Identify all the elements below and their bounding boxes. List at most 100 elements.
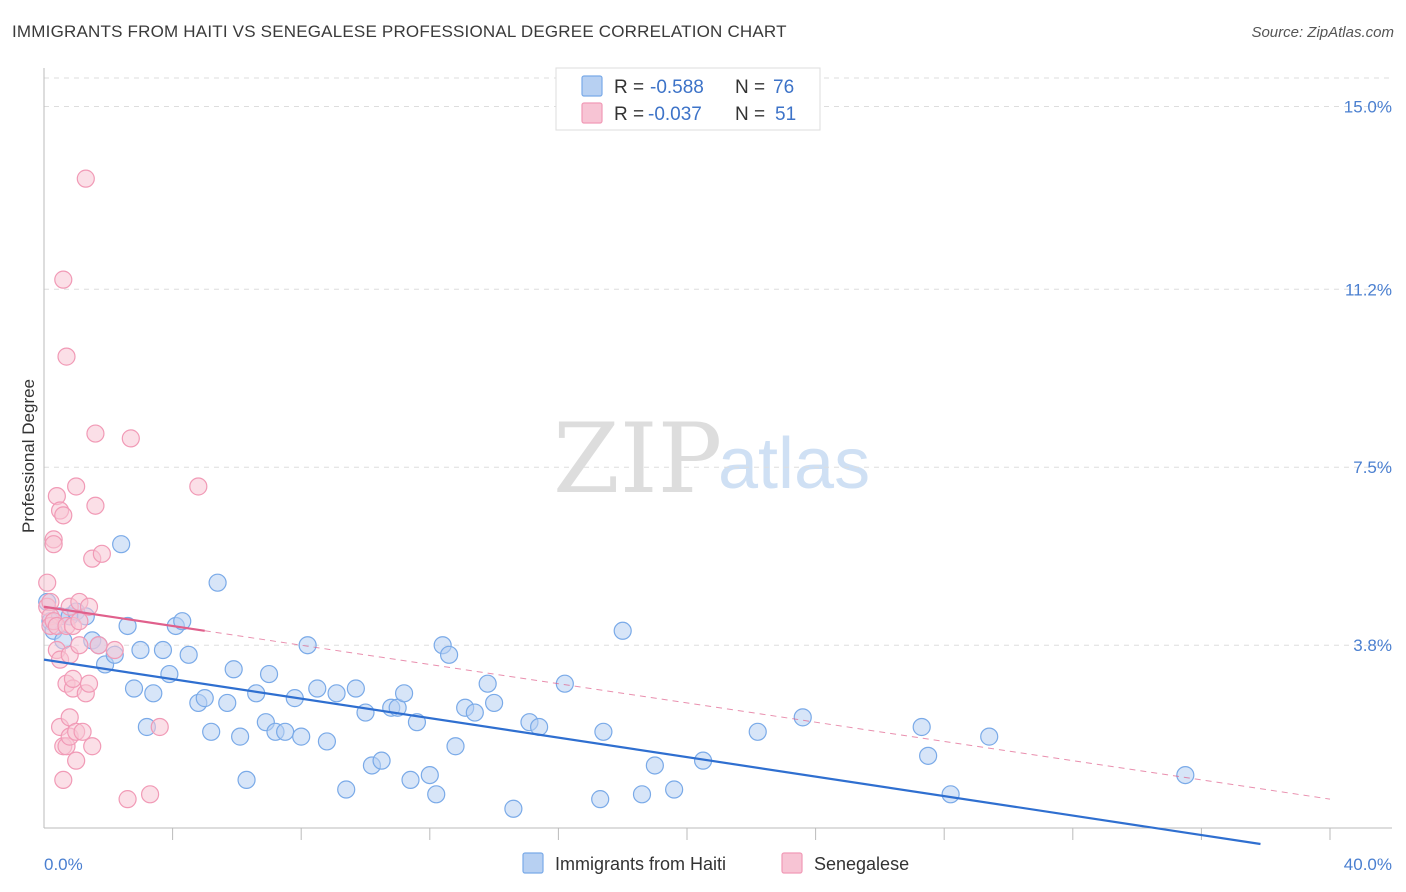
y-tick-label: 11.2% [1345, 280, 1392, 299]
senegalese-data-point [105, 640, 124, 660]
legend-r-value-senegalese: -0.037 [648, 104, 702, 125]
senegalese-data-point [38, 573, 57, 592]
x-tick-label-min: 0.0% [44, 855, 83, 874]
senegalese-trend-line-extension [204, 630, 1331, 800]
senegalese-data-point [189, 477, 208, 496]
haiti-data-point [153, 640, 173, 660]
senegalese-data-point [44, 535, 63, 554]
haiti-data-point [941, 785, 960, 804]
chart-source: Source: ZipAtlas.com [1251, 24, 1394, 41]
senegalese-data-point [67, 477, 86, 496]
senegalese-data-point [83, 737, 102, 756]
legend-r-value-haiti: -0.588 [650, 77, 704, 98]
senegalese-data-point [57, 347, 76, 366]
y-tick-label: 7.5% [1353, 458, 1392, 477]
haiti-data-point [555, 674, 574, 693]
haiti-data-point [912, 717, 931, 737]
haiti-data-point [317, 732, 337, 751]
haiti-data-point [231, 727, 250, 746]
haiti-data-point [179, 645, 198, 664]
haiti-data-point [202, 722, 221, 741]
haiti-data-point [594, 722, 613, 741]
senegalese-data-point [70, 636, 89, 655]
senegalese-data-point [76, 169, 95, 188]
haiti-data-point [237, 770, 256, 789]
haiti-data-point [665, 780, 684, 799]
senegalese-data-point [86, 496, 105, 515]
senegalese-data-point [73, 722, 92, 741]
legend-n-value-haiti: 76 [773, 77, 794, 98]
senegalese-data-point [67, 751, 86, 770]
haiti-data-point [645, 756, 664, 775]
haiti-data-point [144, 684, 163, 703]
haiti-data-point [308, 679, 327, 698]
legend-r-label-senegalese: R = [614, 104, 644, 125]
haiti-data-point [173, 612, 192, 631]
senegalese-data-point [79, 597, 99, 616]
haiti-data-point [465, 703, 484, 722]
haiti-data-point [420, 765, 439, 785]
haiti-data-point [485, 693, 504, 713]
haiti-data-point [504, 799, 523, 818]
series-legend-swatch-haiti [522, 852, 544, 874]
haiti-data-point [919, 746, 938, 765]
haiti-data-point [292, 727, 311, 746]
haiti-data-point [118, 616, 137, 636]
haiti-data-point [407, 713, 427, 732]
haiti-data-point [124, 679, 144, 698]
trend-lines [43, 605, 1331, 846]
legend-n-value-senegalese: 51 [775, 104, 796, 125]
senegalese-data-point [150, 717, 169, 737]
senegalese-data-point [140, 785, 160, 804]
series-senegalese-points [38, 169, 208, 809]
senegalese-data-point [121, 429, 140, 448]
series-legend: Immigrants from Haiti Senegalese [522, 852, 909, 874]
legend-n-label-senegalese: N = [735, 104, 765, 125]
series-legend-label-haiti: Immigrants from Haiti [555, 854, 726, 874]
y-tick-labels: 3.8% 7.5% 11.2% 15.0% [1344, 97, 1392, 655]
senegalese-data-point [54, 770, 73, 789]
senegalese-trend-line [43, 605, 205, 632]
haiti-data-point [613, 621, 632, 640]
watermark: ZIP atlas [553, 403, 870, 515]
haiti-data-point [446, 737, 465, 756]
haiti-data-point [327, 684, 346, 703]
haiti-data-point [259, 664, 279, 684]
haiti-data-point [337, 780, 356, 799]
senegalese-data-point [54, 506, 73, 525]
senegalese-data-point [118, 790, 137, 809]
haiti-data-point [427, 785, 446, 804]
senegalese-data-point [86, 424, 105, 443]
haiti-data-point [276, 722, 295, 741]
watermark-atlas: atlas [718, 424, 870, 504]
senegalese-data-point [54, 270, 73, 289]
legend-swatch-haiti [581, 75, 603, 97]
haiti-data-point [195, 689, 214, 708]
haiti-data-point [218, 693, 237, 713]
series-legend-swatch-senegalese [781, 852, 803, 874]
haiti-data-point [793, 708, 812, 727]
haiti-data-point [372, 751, 391, 770]
gridlines [44, 77, 1392, 646]
watermark-zip: ZIP [553, 403, 722, 515]
senegalese-data-point [79, 674, 99, 693]
haiti-data-point [401, 770, 420, 789]
series-legend-label-senegalese: Senegalese [814, 854, 909, 874]
x-tick-label-max: 40.0% [1344, 855, 1392, 874]
haiti-data-point [208, 573, 227, 592]
legend-swatch-senegalese [581, 102, 603, 124]
legend-n-label-haiti: N = [735, 77, 765, 98]
haiti-data-point [980, 727, 999, 746]
haiti-data-point [478, 674, 497, 693]
haiti-data-point [224, 660, 243, 679]
y-tick-label: 15.0% [1344, 97, 1392, 116]
haiti-data-point [1176, 765, 1195, 785]
haiti-data-point [298, 636, 317, 655]
x-axis-ticks [172, 828, 1331, 840]
haiti-data-point [439, 645, 459, 664]
haiti-data-point [394, 684, 414, 703]
y-axis-label: Professional Degree [19, 379, 38, 533]
series-haiti-points [38, 535, 1195, 818]
senegalese-data-point [89, 636, 108, 655]
